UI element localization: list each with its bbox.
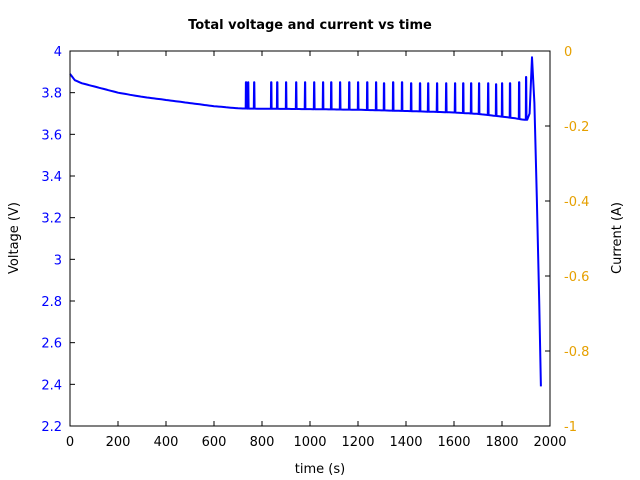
chart-title: Total voltage and current vs time	[188, 18, 432, 33]
x-tick-label: 1400	[389, 435, 422, 450]
x-tick-label: 200	[106, 435, 131, 450]
x-tick-label: 400	[154, 435, 179, 450]
y-tick-label: 2.8	[41, 295, 62, 310]
right-axis-tick-labels: -1 -0.8 -0.6 -0.4 -0.2 0	[564, 45, 589, 435]
y-tick-label: 2.2	[41, 420, 62, 435]
x-axis-label: time (s)	[295, 462, 345, 477]
voltage-line	[69, 56, 542, 387]
y-tick-label: 3	[54, 253, 62, 268]
y-tick-label: 2.6	[41, 337, 62, 352]
y2-tick-label: -0.6	[564, 270, 589, 285]
x-tick-label: 2000	[533, 435, 566, 450]
y-tick-label: 3.4	[41, 170, 62, 185]
x-tick-label: 1600	[437, 435, 470, 450]
x-tick-label: 600	[202, 435, 227, 450]
y2-tick-label: -0.4	[564, 195, 589, 210]
x-tick-label: 0	[66, 435, 74, 450]
y2-axis-label-current: Current (A)	[610, 202, 625, 274]
x-tick-label: 1200	[341, 435, 374, 450]
y2-tick-label: -0.2	[564, 120, 589, 135]
y-tick-label: 2.4	[41, 378, 62, 393]
x-tick-label: 800	[250, 435, 275, 450]
y-axis-label-voltage: Voltage (V)	[7, 202, 22, 274]
y-tick-label: 3.8	[41, 87, 62, 102]
bottom-axis-tick-labels: 0 200 400 600 800 1000 1200 1400 1600 1800 2000	[66, 435, 567, 450]
y-tick-label: 3.2	[41, 212, 62, 227]
y2-tick-label: -1	[564, 420, 577, 435]
y2-tick-label: -0.8	[564, 345, 589, 360]
x-tick-label: 1000	[293, 435, 326, 450]
y2-tick-label: 0	[564, 45, 572, 60]
x-tick-label: 1800	[485, 435, 518, 450]
y-tick-label: 3.6	[41, 128, 62, 143]
left-axis-tick-labels: 2.2 2.4 2.6 2.8 3 3.2 3.4 3.6 3.8 4	[41, 45, 62, 435]
y-tick-label: 4	[54, 45, 62, 60]
axis-ticks	[69, 50, 551, 427]
